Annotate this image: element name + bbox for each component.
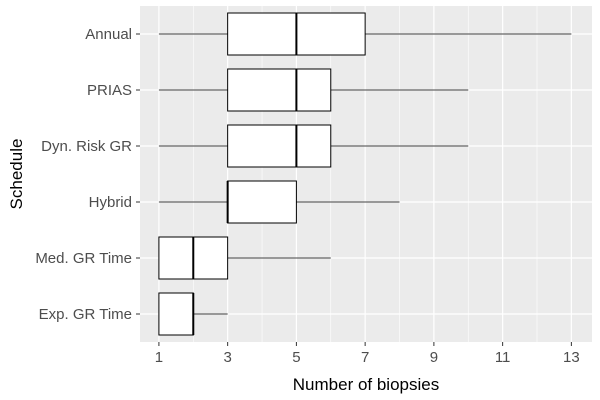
box-exp-gr-time [158,292,228,336]
x-tick-label: 9 [430,349,438,366]
x-tick-label: 5 [292,349,300,366]
box-annual [158,12,572,56]
box-iqr [158,292,194,336]
x-tick-label: 1 [155,349,163,366]
box-hybrid [158,180,400,224]
y-tick-label: Hybrid [89,194,132,211]
box-series [158,12,572,336]
x-tick-label: 7 [361,349,369,366]
box-med-gr-time [158,236,331,280]
y-axis: Annual PRIAS Dyn. Risk GR Hybrid Med. GR Tim… [35,26,140,323]
minor-gridlines [192,6,538,342]
box-prias [158,68,469,112]
y-tick-label: Exp. GR Time [39,306,132,323]
box-dyn-risk-gr [158,124,469,168]
x-tick-label: 13 [563,349,580,366]
y-tick-label: Med. GR Time [35,250,132,267]
x-tick-label: 3 [223,349,231,366]
box-iqr [227,124,332,168]
x-axis-title: Number of biopsies [293,375,439,394]
box-iqr [227,68,332,112]
y-tick-label: Dyn. Risk GR [41,138,132,155]
y-axis-title: Schedule [7,139,26,210]
x-axis: 1 3 5 7 9 11 13 [155,342,580,366]
box-iqr [227,180,297,224]
y-tick-label: PRIAS [87,82,132,99]
plot-panel [140,6,592,342]
y-tick-label: Annual [85,26,132,43]
x-tick-label: 11 [495,349,511,366]
